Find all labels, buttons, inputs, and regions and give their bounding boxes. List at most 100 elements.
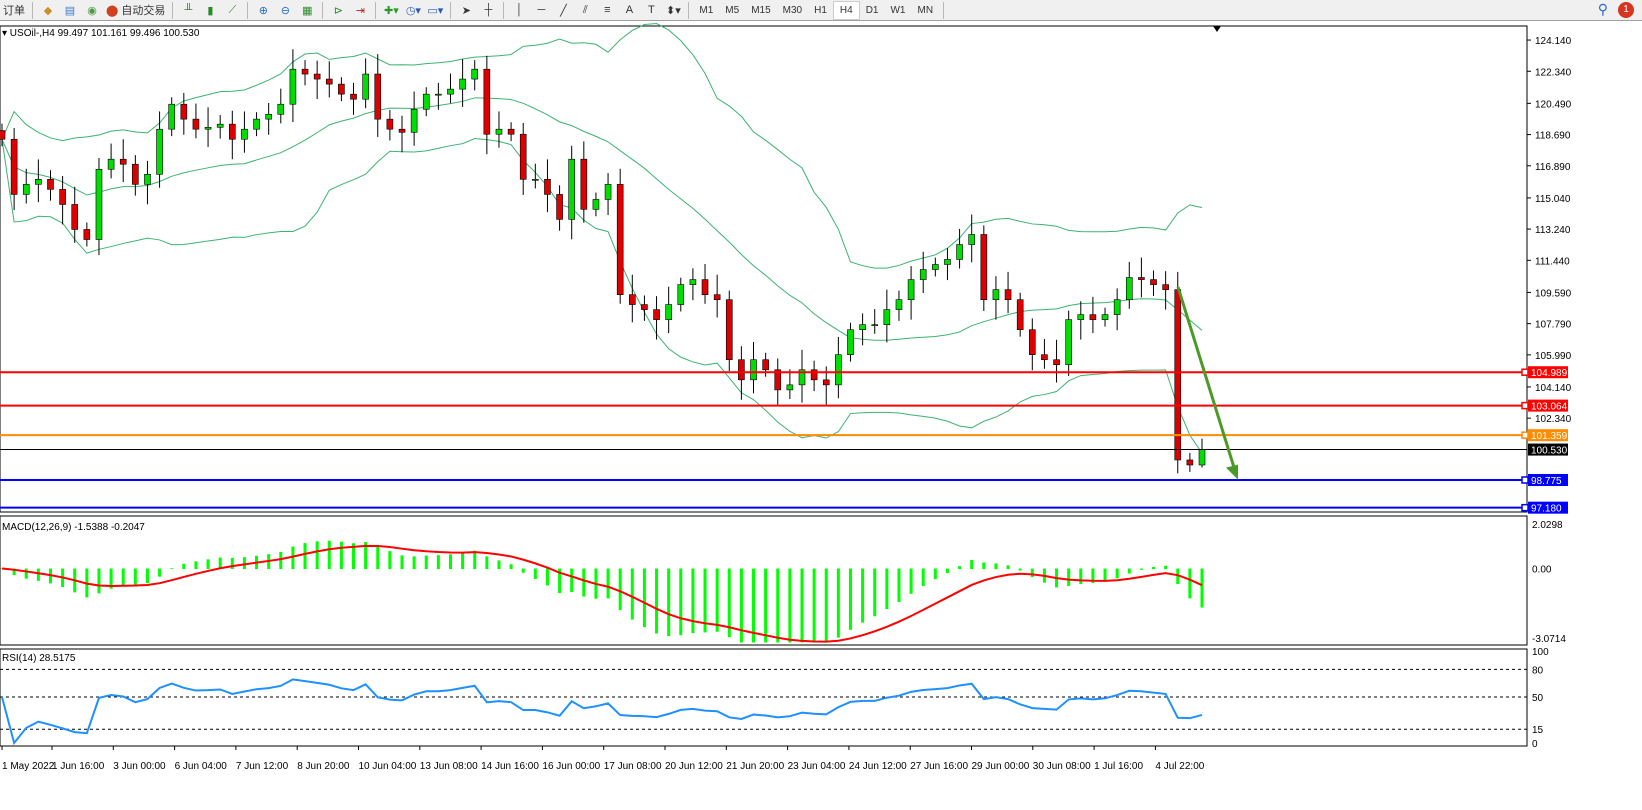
indicators-icon[interactable]: ✚▾ [384,4,399,17]
macd-bar [691,568,695,634]
macd-bar [848,568,852,630]
chart-area[interactable]: 124.140 122.340 120.490 118.690 116.890 115.0… [0,22,1642,810]
timeframe-m1[interactable]: M1 [699,4,714,16]
line-handle [1521,431,1529,439]
macd-bar [1103,568,1107,582]
time-label: 24 Jun 12:00 [849,761,907,772]
rsi-line [1,678,1203,746]
time-label: 17 Jun 08:00 [604,761,662,772]
templates-icon[interactable]: ▭▾ [427,4,444,17]
candle [1016,299,1024,331]
candle [750,359,757,381]
macd-bar [982,562,986,570]
macd-bar [24,568,28,579]
candle [653,309,660,320]
periods-icon[interactable]: ◷▾ [405,4,421,17]
macd-bar [461,552,465,570]
macd-bar [945,568,949,574]
auto-trading-button[interactable]: ⬤ 自动交易 [106,4,166,18]
chart-shift-icon[interactable]: ⇥ [355,4,365,17]
candle [532,179,539,181]
candle [301,68,309,75]
auto-scroll-icon[interactable]: ⊳ [333,4,343,17]
price-label: 101.359 [1531,431,1568,442]
macd-bar [206,559,210,570]
time-label: 3 Jun 00:00 [113,761,166,772]
timeframe-mn[interactable]: MN [917,4,934,16]
line-handle [1521,401,1529,410]
price-tick-label: 122.340 [1535,67,1572,78]
vertical-line-icon[interactable]: │ [515,4,523,16]
candle [580,158,588,210]
candle [1101,314,1109,320]
macd-bar [1091,568,1095,583]
macd-bar [133,568,137,585]
crosshair-icon[interactable]: ┼ [484,4,493,16]
candle [338,83,345,95]
timeframe-h1[interactable]: H1 [814,4,827,16]
toolbar-separator [688,1,690,19]
macd-signal-line [1,544,1203,643]
trendline-icon[interactable]: ╱ [560,4,567,17]
candle [701,279,709,295]
search-icon[interactable]: ⚲ [1597,1,1608,17]
text-label-icon[interactable]: T [648,4,655,16]
tile-windows-icon[interactable]: ▦ [302,4,313,17]
candle [507,128,515,135]
rsi-tick-label: 80 [1532,665,1544,676]
macd-bar [739,568,743,643]
text-icon[interactable]: A [625,4,634,16]
candle [1198,449,1206,466]
macd-tick-label: -3.0714 [1532,634,1566,645]
rsi-tick-label: 15 [1532,725,1544,736]
zoom-out-icon[interactable]: ⊖ [280,4,290,17]
macd-bar [752,568,756,643]
time-label: 20 Jun 12:00 [665,761,723,772]
time-label: 4 Jul 22:00 [1155,761,1204,772]
candlestick-icon[interactable]: ▮ [207,4,214,17]
timeframe-d1[interactable]: D1 [865,4,879,16]
candle [932,264,939,270]
zoom-in-icon[interactable]: ⊕ [258,4,268,17]
macd-bar [655,568,659,634]
candle [253,118,260,130]
signals-icon[interactable]: ◉ [87,4,97,17]
candle [544,179,551,195]
experts-icon[interactable]: ◆ [43,4,53,17]
timeframe-w1[interactable]: W1 [890,4,906,16]
symbol-info: ▾ USOil-,H4 99.497 101.161 99.496 100.53… [2,28,200,39]
new-order-button[interactable]: 订单 [3,5,25,17]
candle [107,158,115,170]
candle [871,324,879,326]
candle [229,123,236,140]
macd-bar [994,563,998,570]
timeframe-m30[interactable]: M30 [782,4,803,16]
horizontal-line-icon[interactable]: ─ [537,4,546,16]
fibonacci-icon[interactable]: ≡ [604,4,611,16]
data-window-icon[interactable]: ▤ [64,4,76,17]
notification-badge[interactable]: 1 [1618,1,1634,18]
bar-chart-icon[interactable]: ╨ [184,4,193,16]
candle [519,133,527,180]
candle [1065,319,1072,366]
macd-bar [715,568,719,632]
macd-bar [1115,568,1119,579]
macd-bar [1188,568,1192,599]
macd-bar [303,543,307,570]
trend-arrow [1176,286,1237,472]
candle [1041,354,1048,361]
timeframe-h4[interactable]: H4 [832,0,860,20]
line-chart-icon[interactable]: ⟋ [228,3,237,16]
timeframe-m15[interactable]: M15 [751,4,771,16]
candle [822,379,830,386]
arrows-icon[interactable]: ⬍▾ [666,4,681,17]
candle [1029,329,1036,355]
candle [289,68,297,105]
rsi-tick-label: 100 [1532,647,1549,658]
timeframe-m5[interactable]: M5 [725,4,740,16]
macd-bar [861,568,865,623]
equidistant-channel-icon[interactable]: ⫽ [582,3,588,16]
macd-tick-label: 0.00 [1532,565,1552,576]
candle [992,289,1000,301]
cursor-icon[interactable]: ➤ [461,4,471,17]
